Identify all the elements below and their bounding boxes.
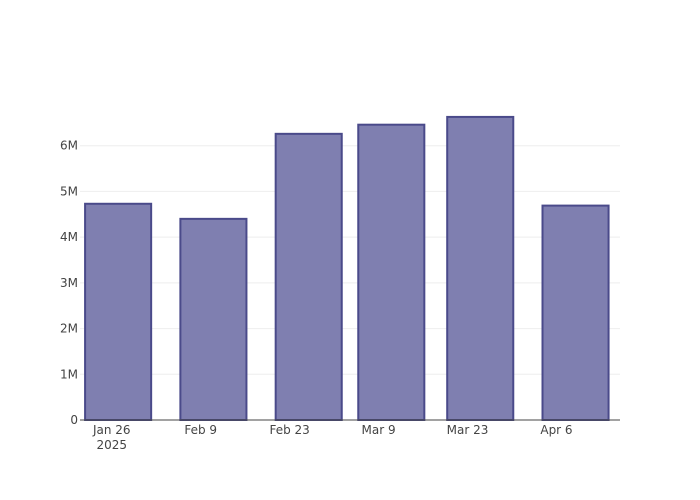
- x-tick-label-line: Apr 6: [540, 423, 572, 437]
- y-tick-label: 6M: [60, 139, 78, 153]
- x-tick-label: Jan 26 2025: [92, 423, 131, 452]
- x-tick-label-line: Jan 26: [92, 423, 131, 437]
- y-tick-label: 3M: [60, 276, 78, 290]
- x-tick-label: Mar 23: [447, 423, 489, 437]
- y-tick-label: 4M: [60, 230, 78, 244]
- x-tick-label: Apr 6: [540, 423, 572, 437]
- x-tick-label-line: Feb 9: [184, 423, 217, 437]
- bar: [446, 115, 515, 422]
- y-tick-label: 2M: [60, 322, 78, 336]
- y-tick-label: 5M: [60, 184, 78, 198]
- x-tick-label-line: 2025: [96, 438, 127, 452]
- y-tick-label: 1M: [60, 367, 78, 381]
- x-tick-label-line: Feb 23: [269, 423, 309, 437]
- x-tick-label-line: Mar 23: [447, 423, 489, 437]
- y-tick-label: 0: [70, 413, 78, 427]
- bar: [357, 123, 426, 422]
- x-tick-label-line: Mar 9: [362, 423, 396, 437]
- bar: [84, 202, 153, 421]
- x-tick-label: Feb 9: [184, 423, 217, 437]
- bar: [274, 132, 343, 421]
- bar: [179, 217, 248, 421]
- x-tick-label: Mar 9: [362, 423, 396, 437]
- x-tick-label: Feb 23: [269, 423, 309, 437]
- bar: [541, 204, 610, 421]
